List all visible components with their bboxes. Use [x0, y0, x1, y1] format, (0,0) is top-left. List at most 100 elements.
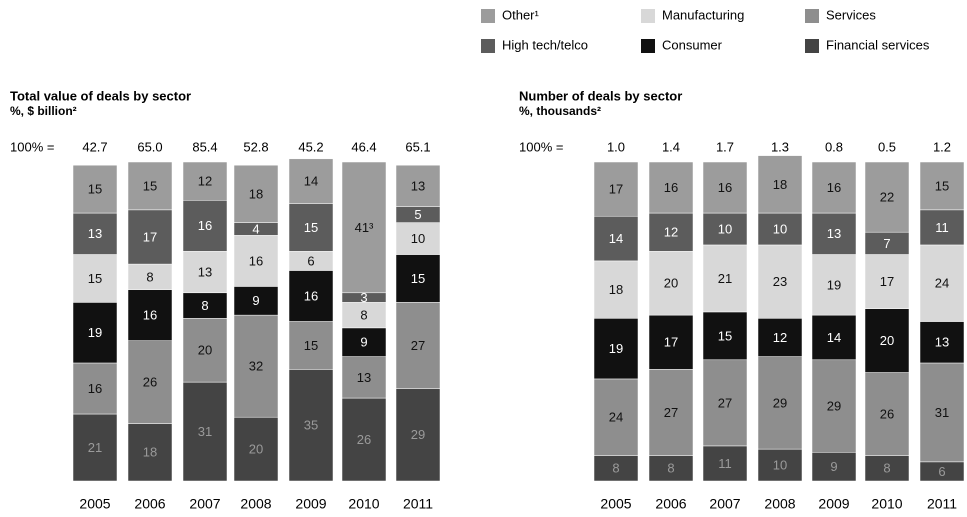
bar-segment	[648, 161, 694, 214]
data-label: 17	[609, 182, 623, 197]
bar-segment	[702, 244, 748, 313]
data-label: 29	[411, 427, 425, 442]
bar-segment	[182, 161, 228, 201]
bar-segment	[341, 161, 387, 294]
legend-swatch	[641, 9, 655, 23]
data-label: 13	[411, 178, 425, 193]
data-label: 14	[609, 231, 623, 246]
data-label: 16	[304, 288, 318, 303]
legend-swatch	[481, 39, 495, 53]
bar-segment	[757, 448, 803, 482]
data-label: 29	[827, 398, 841, 413]
data-label: 8	[360, 308, 367, 323]
data-label: 11	[935, 220, 949, 235]
x-tick-label: 2011	[403, 496, 433, 512]
total-label: 1.4	[662, 139, 680, 154]
data-label: 41³	[355, 220, 374, 235]
bar-segment	[648, 369, 694, 456]
data-label: 31	[198, 424, 212, 439]
data-label: 8	[883, 461, 890, 476]
total-label: 45.2	[298, 139, 323, 154]
x-tick-label: 2010	[871, 496, 902, 512]
data-label: 15	[88, 182, 102, 197]
bar-segment	[127, 209, 173, 265]
bar-segment	[127, 263, 173, 290]
x-tick-label: 2007	[189, 496, 220, 512]
data-label: 15	[935, 178, 949, 193]
bar-segment	[127, 289, 173, 341]
data-label: 15	[143, 178, 157, 193]
total-prefix: 100% =	[519, 139, 563, 154]
data-label: 7	[883, 236, 890, 251]
data-label: 16	[249, 253, 263, 268]
data-label: 24	[935, 276, 949, 291]
legend-label: High tech/telco	[502, 37, 588, 52]
total-label: 1.2	[933, 139, 951, 154]
bar-segment	[593, 455, 639, 482]
data-label: 19	[609, 341, 623, 356]
bar-segment	[395, 164, 441, 207]
bar-segment	[811, 161, 857, 214]
x-tick-label: 2006	[134, 496, 165, 512]
legend-label: Manufacturing	[662, 7, 744, 22]
total-label: 42.7	[82, 139, 107, 154]
bar-segment	[341, 327, 387, 357]
data-label: 13	[357, 370, 371, 385]
x-tick-label: 2008	[764, 496, 795, 512]
legend-swatch	[805, 39, 819, 53]
bar-segment	[593, 378, 639, 456]
bar-segment	[341, 397, 387, 482]
bar-segment	[593, 161, 639, 217]
data-label: 8	[201, 298, 208, 313]
bar-segment	[233, 314, 279, 418]
bar-segment	[182, 251, 228, 294]
bar-segment	[702, 445, 748, 482]
data-label: 17	[664, 335, 678, 350]
bar-segment	[864, 455, 910, 482]
legend-label: Other¹	[502, 7, 540, 22]
data-label: 20	[880, 333, 894, 348]
data-label: 5	[414, 207, 421, 222]
bar-segment	[648, 455, 694, 482]
bar-segment	[341, 302, 387, 329]
data-label: 17	[880, 274, 894, 289]
bar-segment	[593, 260, 639, 319]
data-label: 14	[304, 174, 318, 189]
data-label: 9	[830, 459, 837, 474]
data-label: 10	[773, 457, 787, 472]
x-tick-label: 2010	[348, 496, 379, 512]
bar-segment	[757, 244, 803, 319]
data-label: 12	[198, 174, 212, 189]
data-label: 15	[411, 271, 425, 286]
data-label: 16	[718, 180, 732, 195]
data-label: 20	[198, 343, 212, 358]
x-tick-label: 2008	[240, 496, 271, 512]
data-label: 15	[718, 328, 732, 343]
bar-segment	[811, 254, 857, 316]
data-label: 10	[773, 221, 787, 236]
data-label: 8	[612, 461, 619, 476]
data-label: 35	[304, 418, 318, 433]
legend-label: Services	[826, 7, 876, 22]
bar-segment	[341, 356, 387, 399]
data-label: 14	[827, 330, 841, 345]
total-label: 52.8	[243, 139, 268, 154]
data-label: 15	[304, 220, 318, 235]
total-label: 1.3	[771, 139, 789, 154]
bar-segment	[288, 203, 334, 252]
data-label: 13	[198, 264, 212, 279]
data-label: 13	[827, 226, 841, 241]
data-label: 10	[718, 221, 732, 236]
legend-label: Consumer	[662, 37, 723, 52]
bar-segment	[288, 270, 334, 322]
data-label: 20	[249, 442, 263, 457]
total-label: 1.7	[716, 139, 734, 154]
data-label: 15	[88, 271, 102, 286]
bar-segment	[288, 369, 334, 482]
bar-segment	[182, 200, 228, 252]
data-label: 13	[935, 335, 949, 350]
chart-subtitle: %, thousands²	[519, 104, 601, 118]
data-label: 16	[664, 180, 678, 195]
bar-segment	[127, 423, 173, 482]
